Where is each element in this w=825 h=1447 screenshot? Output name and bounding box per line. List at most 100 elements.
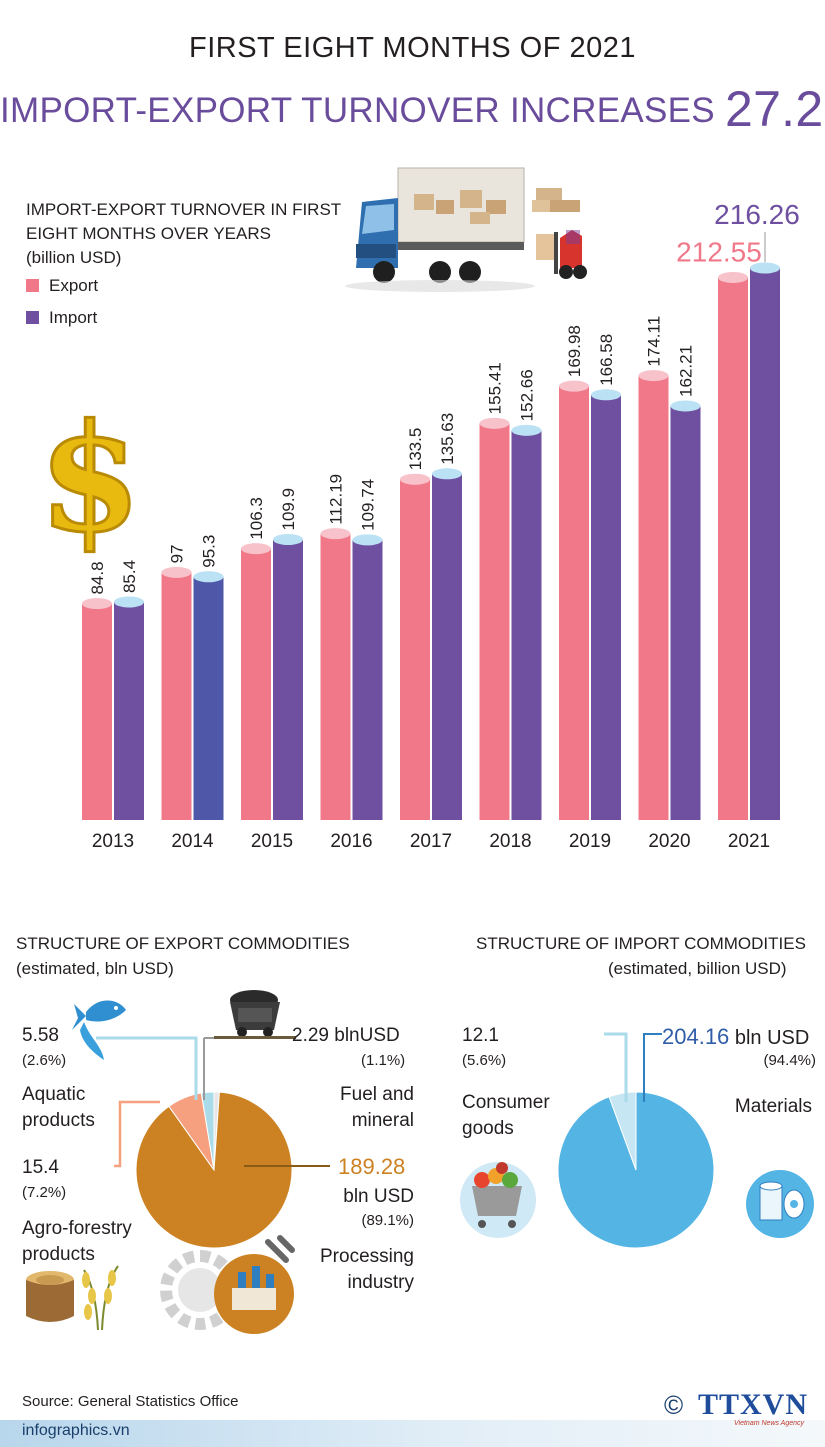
import-consumer-pct: (5.6%)	[462, 1052, 507, 1069]
export-structure-subtitle: (estimated, bln USD)	[16, 959, 174, 978]
data-label-import-2019: 166.58	[597, 334, 616, 386]
export-aquatic-label-1: Aquatic	[22, 1084, 86, 1105]
import-consumer-value: 12.1	[462, 1025, 499, 1046]
legend-label-import: Import	[49, 308, 98, 327]
leader-line-consumer	[604, 1032, 628, 1102]
bar-cap-import-2018	[511, 424, 542, 436]
import-structure-subtitle: (estimated, billion USD)	[608, 959, 787, 978]
x-tick-label-2017: 2017	[410, 831, 452, 852]
export-fuel-pct: (1.1%)	[361, 1052, 406, 1069]
data-label-export-2013: 84.8	[88, 561, 107, 594]
bar-import-2021	[750, 268, 780, 820]
import-consumer-label-1: Consumer	[462, 1092, 550, 1113]
data-label-import-2016: 109.74	[359, 479, 378, 531]
export-processing-pct: (89.1%)	[361, 1212, 414, 1229]
legend-item-import: Import	[49, 308, 97, 328]
export-fuel-label: Fuel and mineral	[334, 1082, 414, 1134]
export-processing-label-1: Processing	[320, 1246, 414, 1267]
coal-cart-icon	[214, 990, 296, 1039]
legend-swatch-export	[26, 279, 39, 292]
bar-cap-import-2013	[114, 596, 144, 608]
bar-import-2018	[511, 430, 542, 820]
data-label-export-2015: 106.3	[247, 497, 266, 540]
export-fuel-label-1: Fuel and	[340, 1084, 414, 1105]
headline-text: IMPORT-EXPORT TURNOVER INCREASES	[0, 91, 715, 130]
x-tick-label-2019: 2019	[569, 831, 611, 852]
import-pie	[557, 1091, 715, 1249]
shopping-cart-icon	[460, 1162, 536, 1238]
bar-import-2019	[591, 394, 621, 820]
import-materials-pct: (94.4%)	[763, 1052, 816, 1069]
bar-cap-import-2015	[273, 533, 303, 545]
export-fuel-label-2: mineral	[351, 1110, 414, 1131]
import-slice-1	[608, 1091, 637, 1171]
bar-cap-import-2021	[750, 262, 780, 274]
truck-illustration-icon	[345, 167, 535, 292]
wood-log-icon	[26, 1271, 74, 1322]
bar-export-2019	[559, 386, 589, 820]
bars-layer: 84.8 85.4 2013 97 95.3 2014 106.3 109.9 2015 112.…	[82, 199, 800, 852]
forklift-illustration-icon	[532, 188, 587, 279]
export-pie	[135, 1091, 293, 1249]
export-agro-label-2: products	[22, 1244, 95, 1265]
bar-cap-export-2015	[241, 543, 271, 555]
bar-import-2017	[432, 473, 462, 820]
page-title: FIRST EIGHT MONTHS OF 2021	[188, 32, 636, 64]
export-fuel-value: 2.29 blnUSD	[292, 1023, 400, 1049]
data-label-export-2019: 169.98	[565, 325, 584, 377]
headline: IMPORT-EXPORT TURNOVER INCREASES 27.2 %	[0, 80, 825, 138]
data-label-import-2018: 152.66	[518, 369, 537, 421]
import-pie-chart	[460, 1032, 814, 1249]
bar-export-2015	[241, 548, 271, 820]
import-materials-value: 204.16 bln USD	[662, 1024, 809, 1050]
bar-cap-export-2014	[161, 566, 192, 578]
x-tick-label-2021: 2021	[728, 831, 770, 852]
x-tick-label-2018: 2018	[489, 831, 531, 852]
leader-line-agro	[114, 1100, 160, 1168]
export-processing-label: Processing industry	[300, 1244, 414, 1296]
export-agro-label-1: Agro-forestry	[22, 1218, 132, 1239]
bar-cap-import-2019	[591, 389, 621, 401]
brand-subtitle: Vietnam News Agency	[734, 1420, 805, 1427]
data-label-export-2017: 133.5	[406, 428, 425, 471]
chart-unit: (billion USD)	[26, 248, 122, 267]
x-tick-label-2020: 2020	[648, 831, 690, 852]
svg-text:$: $	[39, 391, 142, 565]
export-aquatic-label: Aquatic products	[22, 1082, 95, 1134]
bar-export-2020	[638, 375, 669, 820]
chart-title-text: IMPORT-EXPORT TURNOVER IN FIRST EIGHT MO…	[26, 200, 341, 243]
x-tick-label-2016: 2016	[330, 831, 372, 852]
x-tick-label-2013: 2013	[92, 831, 134, 852]
data-label-export-2018: 155.41	[486, 362, 505, 414]
export-fuel-unit: blnUSD	[334, 1025, 400, 1046]
data-label-import-2013: 85.4	[120, 560, 139, 593]
data-label-export-2016: 112.19	[327, 474, 346, 525]
export-slice-3	[200, 1091, 215, 1171]
data-label-export-2020: 174.11	[645, 316, 664, 367]
data-label-import-2015: 109.9	[279, 488, 298, 531]
bar-export-2013	[82, 603, 112, 820]
import-materials-number: 204.16	[662, 1024, 730, 1049]
bar-cap-export-2016	[320, 528, 351, 540]
bar-import-2016	[352, 539, 383, 820]
data-label-export-2021: 212.55	[676, 236, 762, 267]
data-label-import-2014: 95.3	[200, 535, 219, 568]
leader-line-aquatic	[96, 1036, 198, 1100]
export-aquatic-pct: (2.6%)	[22, 1052, 67, 1069]
source-note: Source: General Statistics Office	[22, 1393, 239, 1410]
import-materials-unit: bln USD	[734, 1027, 810, 1049]
bar-chart: $ 84.8 85.4 2013 97 95.3 2014 106.3 109.9 2015 11…	[26, 167, 800, 852]
bar-import-2014	[193, 576, 224, 820]
export-processing-unit: bln USD	[343, 1186, 414, 1207]
data-label-import-2020: 162.21	[677, 345, 696, 397]
import-consumer-label: Consumer goods	[462, 1090, 550, 1142]
export-agro-label: Agro-forestry products	[22, 1216, 132, 1268]
bar-export-2018	[479, 423, 510, 820]
bar-cap-export-2017	[400, 473, 430, 485]
rice-plant-icon	[82, 1265, 119, 1331]
legend-item-export: Export	[49, 276, 98, 296]
export-agro-pct: (7.2%)	[22, 1184, 67, 1201]
copyright-symbol: ©	[664, 1390, 684, 1420]
dollar-sign-icon: $	[37, 390, 143, 567]
bar-export-2021	[718, 277, 748, 820]
